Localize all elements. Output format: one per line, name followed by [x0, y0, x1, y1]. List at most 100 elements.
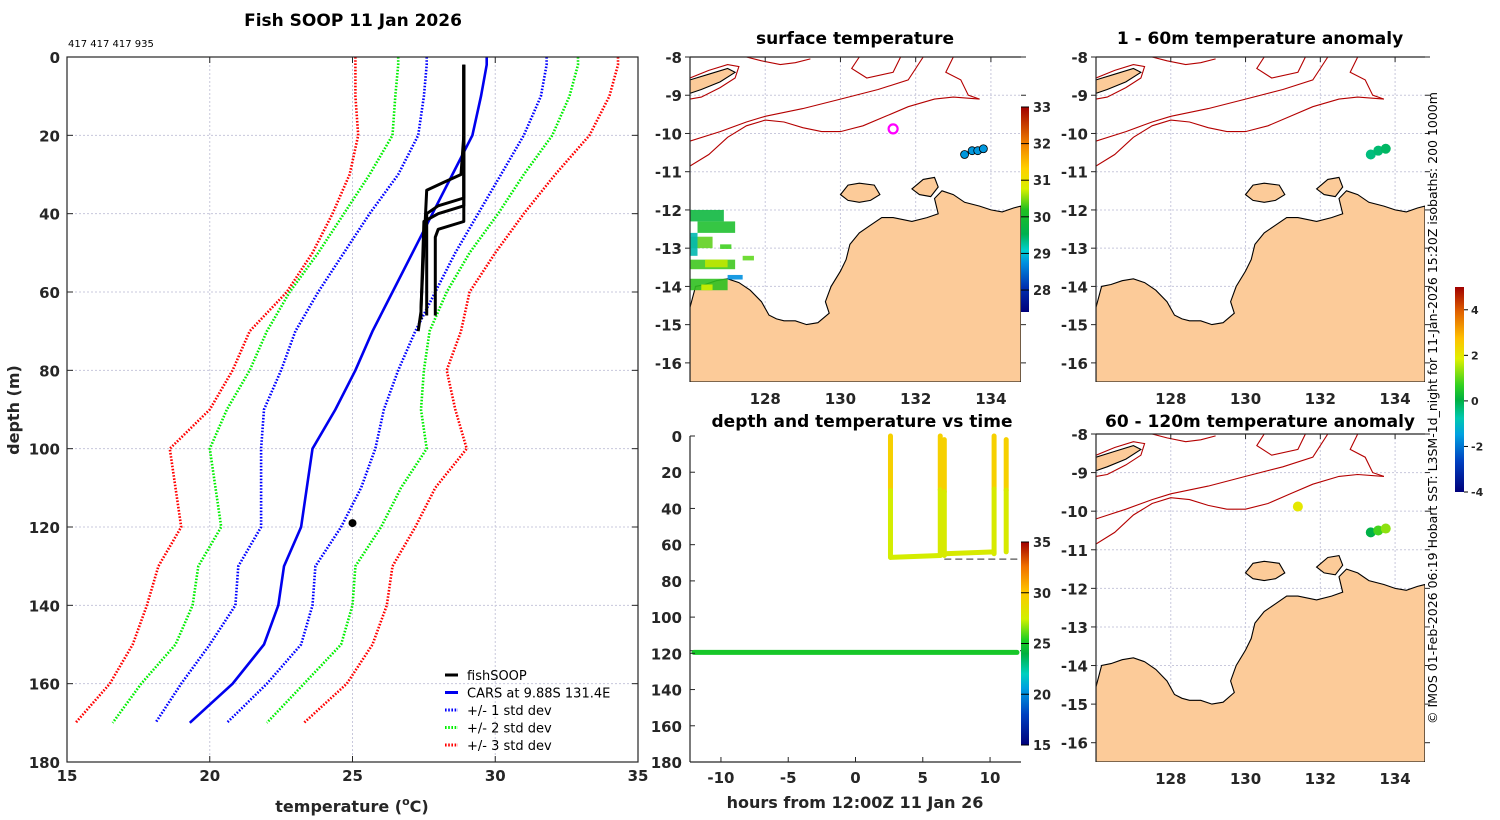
- anomaly-colorbar-bar: [1455, 287, 1464, 492]
- profile-ylabel: depth (m): [4, 365, 23, 455]
- x-tick-label: 25: [342, 767, 363, 785]
- series--2-std-dev: [265, 57, 580, 724]
- legend-label: +/- 1 std dev: [467, 704, 552, 719]
- lat-tick-label: -12: [1061, 202, 1088, 220]
- y-tick-label: 60: [39, 284, 60, 302]
- lon-tick-label: 132: [1305, 770, 1336, 788]
- anomaly-marker: [1365, 527, 1376, 538]
- lat-tick-label: -9: [665, 87, 682, 105]
- colorbar-tick-label: 25: [1033, 638, 1051, 653]
- isobath-line: [1256, 434, 1306, 456]
- lat-tick-label: -8: [665, 49, 682, 67]
- y-tick-label: 60: [661, 537, 682, 555]
- lat-tick-label: -14: [1061, 658, 1088, 676]
- imos-credit-note: © IMOS 01-Feb-2026 06:19 Hobart SST: L3S…: [1425, 92, 1440, 724]
- bottom-track-segment: [887, 553, 943, 560]
- profile-title: Fish SOOP 11 Jan 2026: [244, 11, 462, 31]
- isobath-line: [1096, 473, 1384, 545]
- fishsoop-bottom-point: [348, 519, 357, 528]
- colorbar-tick-label: 30: [1033, 587, 1051, 602]
- colorbar-tick-label: -2: [1471, 440, 1483, 453]
- anomaly-60-120-title: 60 - 120m temperature anomaly: [1105, 412, 1415, 432]
- isobath-line: [690, 64, 740, 100]
- lon-tick-label: 130: [1230, 390, 1261, 408]
- y-tick-label: 0: [672, 428, 682, 446]
- colorbar-tick-label: 0: [1471, 395, 1479, 408]
- anomaly-marker: [1373, 525, 1384, 536]
- isobath-line: [1349, 434, 1385, 477]
- legend-label: CARS at 9.88S 131.4E: [467, 687, 610, 702]
- anomaly-marker: [1292, 501, 1303, 512]
- legend-label: +/- 2 std dev: [467, 722, 552, 737]
- y-tick-label: 140: [651, 682, 682, 700]
- sst-pixel-patch: [720, 244, 732, 249]
- lon-tick-label: 132: [900, 390, 931, 408]
- isobath-line: [1096, 441, 1146, 477]
- lon-tick-label: 134: [1379, 770, 1410, 788]
- lat-tick-label: -11: [1061, 542, 1088, 560]
- land-coastline: [1315, 176, 1344, 198]
- lat-tick-label: -16: [1061, 355, 1088, 373]
- lat-tick-label: -15: [1061, 317, 1088, 335]
- anomaly-60-120m-map: 60 - 120m temperature anomaly 128 130 132 1…: [1061, 412, 1430, 788]
- lat-tick-label: -16: [1061, 735, 1088, 753]
- x-tick-label: -5: [780, 769, 797, 787]
- anomaly-1-60m-map: 1 - 60m temperature anomaly 128 130 132 134…: [1061, 29, 1430, 408]
- observation-marker: [960, 150, 969, 159]
- y-tick-label: 20: [39, 127, 60, 145]
- y-tick-label: 160: [651, 718, 682, 736]
- colorbar-tick-label: -4: [1471, 486, 1484, 499]
- lon-tick-label: 134: [975, 390, 1006, 408]
- series--3-std-dev: [303, 57, 620, 724]
- isobath-line: [1151, 434, 1216, 443]
- land-coastline: [1096, 190, 1425, 382]
- y-tick-label: 140: [29, 597, 60, 615]
- anomaly-marker: [1365, 149, 1376, 160]
- lon-tick-label: 128: [1155, 770, 1186, 788]
- sst-title: surface temperature: [756, 29, 954, 49]
- y-tick-label: 100: [29, 441, 60, 459]
- sst-pixel-patch: [705, 259, 728, 268]
- isobath-line: [1256, 57, 1306, 79]
- fishsoop-cast-line: [433, 64, 466, 316]
- lat-tick-label: -13: [655, 240, 682, 258]
- land-coastline: [1096, 67, 1143, 94]
- lat-tick-label: -14: [655, 278, 682, 296]
- y-tick-label: 20: [661, 464, 682, 482]
- lat-tick-label: -12: [1061, 580, 1088, 598]
- isobath-line: [1349, 57, 1385, 100]
- timeseries-title: depth and temperature vs time: [712, 412, 1013, 432]
- sst-colorbar: [1021, 107, 1029, 312]
- surface-temperature-map: surface temperature 128 130 132 134 -8 -9 -10 -…: [655, 29, 1051, 408]
- bottom-track-segment: [941, 549, 997, 557]
- lat-tick-label: -15: [1061, 696, 1088, 714]
- ship-position-marker: [887, 123, 899, 135]
- anomaly-marker: [1373, 145, 1384, 156]
- lat-tick-label: -14: [1061, 278, 1088, 296]
- lat-tick-label: -9: [1071, 465, 1088, 483]
- y-tick-label: 40: [39, 206, 60, 224]
- land-coastline: [690, 67, 737, 94]
- sst-pixel-patch: [727, 274, 743, 280]
- isobath-line: [850, 57, 902, 79]
- land-coastline: [690, 190, 1021, 382]
- land-coastline: [911, 176, 939, 198]
- land-coastline: [1096, 568, 1425, 762]
- lat-tick-label: -8: [1071, 426, 1088, 444]
- land-coastline: [1096, 445, 1143, 472]
- series--1-std-dev: [225, 57, 548, 724]
- lon-tick-label: 130: [825, 390, 856, 408]
- lat-tick-label: -13: [1061, 619, 1088, 637]
- y-tick-label: 80: [39, 362, 60, 380]
- profile-chart: Fish SOOP 11 Jan 2026 417 417 417 935 15…: [4, 11, 648, 816]
- isobath-line: [1096, 96, 1384, 167]
- lat-tick-label: -15: [655, 317, 682, 335]
- sst-pixel-patch: [690, 236, 713, 249]
- series--1-std-dev: [154, 57, 429, 724]
- lat-tick-label: -10: [655, 125, 682, 143]
- colorbar-tick-label: 15: [1033, 739, 1051, 754]
- sst-pixel-patch: [742, 255, 754, 261]
- isobath-line: [746, 57, 811, 66]
- legend-label: +/- 3 std dev: [467, 739, 552, 754]
- isobath-line: [1096, 434, 1329, 520]
